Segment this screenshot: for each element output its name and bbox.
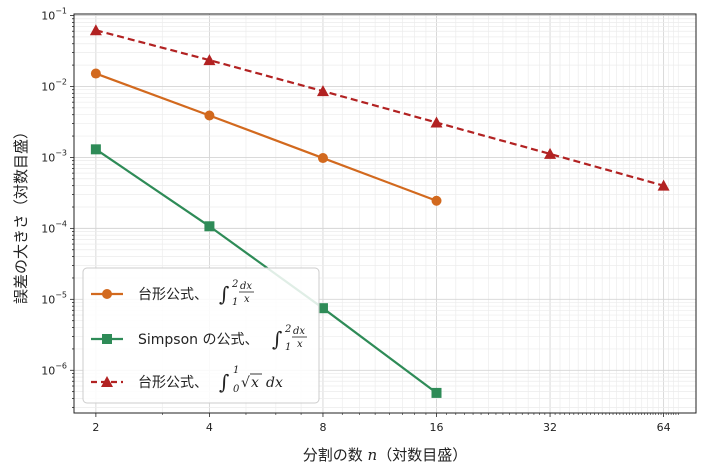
legend-radicand: x — [251, 375, 259, 391]
legend-upper-limit-2: 2 — [284, 324, 291, 335]
legend-marker-circle — [102, 289, 112, 299]
x-axis-label-suffix: （対数目盛） — [377, 446, 467, 464]
x-tick-label: 2 — [92, 421, 99, 434]
series-layer — [89, 24, 670, 398]
legend-box — [82, 267, 320, 404]
data-point-circle — [317, 153, 328, 164]
grid — [74, 14, 696, 413]
legend-numerator-1: dx — [240, 281, 252, 292]
x-tick-label: 64 — [657, 421, 671, 434]
y-tick-label: 10−5 — [41, 290, 67, 306]
legend: 台形公式、 ∫ 2 1 dx x Simpson の公式、 ∫ 2 1 dx x… — [82, 267, 320, 404]
data-point-circle — [204, 110, 215, 121]
legend-integral-3: ∫ — [219, 370, 229, 394]
legend-sqrt-sign: √ — [241, 375, 250, 391]
legend-label-1: 台形公式、 — [138, 287, 208, 303]
x-axis-label-var: n — [368, 446, 378, 464]
legend-lower-limit-3: 0 — [233, 384, 240, 395]
legend-label-2: Simpson の公式、 — [138, 332, 258, 348]
data-point-triangle — [89, 24, 102, 36]
y-tick-label: 10−6 — [41, 361, 67, 377]
x-axis-label: 分割の数 n（対数目盛） — [303, 446, 467, 464]
legend-differential-3: dx — [266, 375, 283, 391]
data-point-square — [431, 387, 442, 398]
legend-lower-limit-2: 1 — [285, 342, 291, 353]
data-point-circle — [431, 195, 442, 206]
data-point-triangle — [203, 54, 216, 66]
y-tick-label: 10−3 — [41, 148, 67, 164]
y-axis-label: 誤差の大きさ（対数目盛） — [12, 124, 30, 304]
y-tick-label: 10−1 — [41, 7, 67, 23]
legend-entry-trapezoid-1: 台形公式、 ∫ 2 1 dx x — [91, 279, 254, 308]
plot-frame — [73, 13, 697, 414]
x-tick-label: 8 — [319, 421, 326, 434]
axis-ticks: 2 4 8 16 32 64 10−6 10−5 10−4 10−3 10−2 10−1 — [41, 7, 679, 434]
legend-denominator-1: x — [244, 294, 250, 305]
series-line-1 — [95, 72, 437, 202]
legend-marker-triangle — [101, 376, 113, 387]
legend-entry-trapezoid-2: 台形公式、 ∫ 1 0 √ x dx — [91, 365, 283, 395]
legend-marker-square — [102, 334, 112, 344]
x-tick-label: 32 — [543, 421, 557, 434]
data-point-square — [204, 221, 215, 232]
series-line-2 — [95, 148, 438, 394]
legend-upper-limit-3: 1 — [233, 365, 239, 376]
x-tick-label: 16 — [430, 421, 444, 434]
data-point-triangle — [430, 116, 443, 128]
legend-entry-simpson: Simpson の公式、 ∫ 2 1 dx x — [91, 324, 307, 353]
data-point-triangle — [316, 85, 329, 97]
series-line-3 — [95, 29, 664, 187]
legend-label-3: 台形公式、 — [138, 375, 208, 391]
legend-integral-2: ∫ — [272, 327, 282, 351]
data-point-square — [90, 144, 101, 155]
data-point-circle — [90, 68, 101, 79]
data-point-triangle — [657, 179, 670, 191]
legend-numerator-2: dx — [293, 326, 305, 337]
y-tick-label: 10−2 — [41, 77, 67, 93]
data-point-square — [317, 303, 328, 314]
legend-denominator-2: x — [297, 339, 303, 350]
x-axis-label-prefix: 分割の数 — [303, 446, 368, 464]
x-tick-label: 4 — [206, 421, 213, 434]
legend-lower-limit-1: 1 — [232, 297, 238, 308]
y-tick-label: 10−4 — [41, 219, 67, 235]
data-point-triangle — [544, 147, 557, 159]
legend-integral-1: ∫ — [219, 282, 229, 306]
legend-upper-limit-1: 2 — [231, 279, 238, 290]
